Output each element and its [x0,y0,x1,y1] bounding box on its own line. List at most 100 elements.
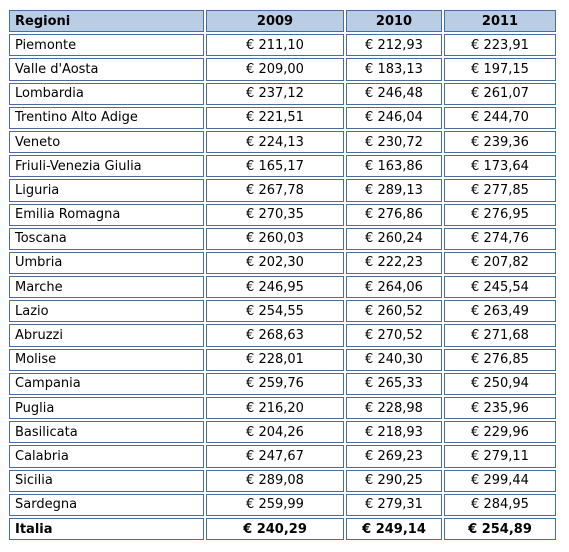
region-cell: Calabria [9,445,204,468]
value-cell: € 260,24 [346,227,442,250]
table-row: Umbria € 202,30 € 222,23 € 207,82 [9,251,556,275]
value-cell: € 269,23 [346,445,442,468]
value-cell: € 197,15 [444,58,556,81]
value-cell: € 260,03 [206,227,344,250]
region-cell: Trentino Alto Adige [9,106,204,129]
value-cell: € 240,30 [346,348,442,371]
region-cell: Friuli-Venezia Giulia [9,155,204,178]
table-row: Campania € 259,76 € 265,33 € 250,94 [9,372,556,395]
value-cell: € 239,36 [444,130,556,154]
value-cell: € 224,13 [206,130,344,154]
value-cell: € 221,51 [206,106,344,129]
value-cell: € 254,55 [206,300,344,323]
value-cell: € 279,31 [346,493,442,516]
table-row: Emilia Romagna € 270,35 € 276,86 € 276,95 [9,203,556,226]
value-cell: € 245,54 [444,276,556,299]
value-cell: € 246,04 [346,106,442,129]
value-cell: € 229,96 [444,421,556,444]
region-cell: Liguria [9,179,204,202]
total-row: Italia € 240,29 € 249,14 € 254,89 [9,517,556,541]
value-cell: € 240,29 [206,517,344,541]
table-row: Calabria € 247,67 € 269,23 € 279,11 [9,445,556,468]
region-cell: Lazio [9,300,204,323]
value-cell: € 247,67 [206,445,344,468]
table-row: Trentino Alto Adige € 221,51 € 246,04 € 244… [9,106,556,129]
table-row: Molise € 228,01 € 240,30 € 276,85 [9,348,556,371]
header-cell: 2010 [346,10,442,33]
table-row: Abruzzi € 268,63 € 270,52 € 271,68 [9,324,556,347]
region-cell: Lombardia [9,82,204,105]
region-cell: Italia [9,517,204,541]
region-cell: Campania [9,372,204,395]
region-cell: Sicilia [9,469,204,492]
table-row: Lazio € 254,55 € 260,52 € 263,49 [9,300,556,323]
table-row: Puglia € 216,20 € 228,98 € 235,96 [9,397,556,420]
region-cell: Puglia [9,397,204,420]
value-cell: € 299,44 [444,469,556,492]
table-row: Sicilia € 289,08 € 290,25 € 299,44 [9,469,556,492]
value-cell: € 228,01 [206,348,344,371]
value-cell: € 183,13 [346,58,442,81]
header-cell: 2009 [206,10,344,33]
region-cell: Basilicata [9,421,204,444]
value-cell: € 260,52 [346,300,442,323]
value-cell: € 271,68 [444,324,556,347]
value-cell: € 249,14 [346,517,442,541]
header-cell: 2011 [444,10,556,33]
value-cell: € 268,63 [206,324,344,347]
value-cell: € 276,86 [346,203,442,226]
value-cell: € 265,33 [346,372,442,395]
value-cell: € 237,12 [206,82,344,105]
table-row: Marche € 246,95 € 264,06 € 245,54 [9,276,556,299]
region-cell: Toscana [9,227,204,250]
value-cell: € 277,85 [444,179,556,202]
value-cell: € 246,48 [346,82,442,105]
value-cell: € 211,10 [206,34,344,57]
value-cell: € 228,98 [346,397,442,420]
region-cell: Veneto [9,130,204,154]
table-row: Friuli-Venezia Giulia € 165,17 € 163,86 € 1… [9,155,556,178]
value-cell: € 284,95 [444,493,556,516]
region-cell: Molise [9,348,204,371]
value-cell: € 279,11 [444,445,556,468]
value-cell: € 250,94 [444,372,556,395]
value-cell: € 289,13 [346,179,442,202]
value-cell: € 276,95 [444,203,556,226]
value-cell: € 202,30 [206,251,344,275]
region-cell: Umbria [9,251,204,275]
table-row: Sardegna € 259,99 € 279,31 € 284,95 [9,493,556,516]
value-cell: € 212,93 [346,34,442,57]
region-cell: Piemonte [9,34,204,57]
value-cell: € 223,91 [444,34,556,57]
value-cell: € 289,08 [206,469,344,492]
value-cell: € 259,76 [206,372,344,395]
header-row: Regioni 2009 2010 2011 [9,10,556,33]
value-cell: € 204,26 [206,421,344,444]
value-cell: € 230,72 [346,130,442,154]
value-cell: € 270,35 [206,203,344,226]
region-cell: Marche [9,276,204,299]
data-table: Regioni 2009 2010 2011 Piemonte € 211,10 € 21… [7,8,558,542]
value-cell: € 261,07 [444,82,556,105]
table-row: Valle d'Aosta € 209,00 € 183,13 € 197,15 [9,58,556,81]
value-cell: € 267,78 [206,179,344,202]
table-row: Toscana € 260,03 € 260,24 € 274,76 [9,227,556,250]
value-cell: € 218,93 [346,421,442,444]
header-cell: Regioni [9,10,204,33]
region-cell: Emilia Romagna [9,203,204,226]
value-cell: € 246,95 [206,276,344,299]
value-cell: € 207,82 [444,251,556,275]
table-row: Veneto € 224,13 € 230,72 € 239,36 [9,130,556,154]
value-cell: € 163,86 [346,155,442,178]
region-cell: Valle d'Aosta [9,58,204,81]
value-cell: € 165,17 [206,155,344,178]
region-cell: Sardegna [9,493,204,516]
region-cell: Abruzzi [9,324,204,347]
table-row: Basilicata € 204,26 € 218,93 € 229,96 [9,421,556,444]
value-cell: € 254,89 [444,517,556,541]
value-cell: € 263,49 [444,300,556,323]
value-cell: € 290,25 [346,469,442,492]
value-cell: € 222,23 [346,251,442,275]
value-cell: € 244,70 [444,106,556,129]
